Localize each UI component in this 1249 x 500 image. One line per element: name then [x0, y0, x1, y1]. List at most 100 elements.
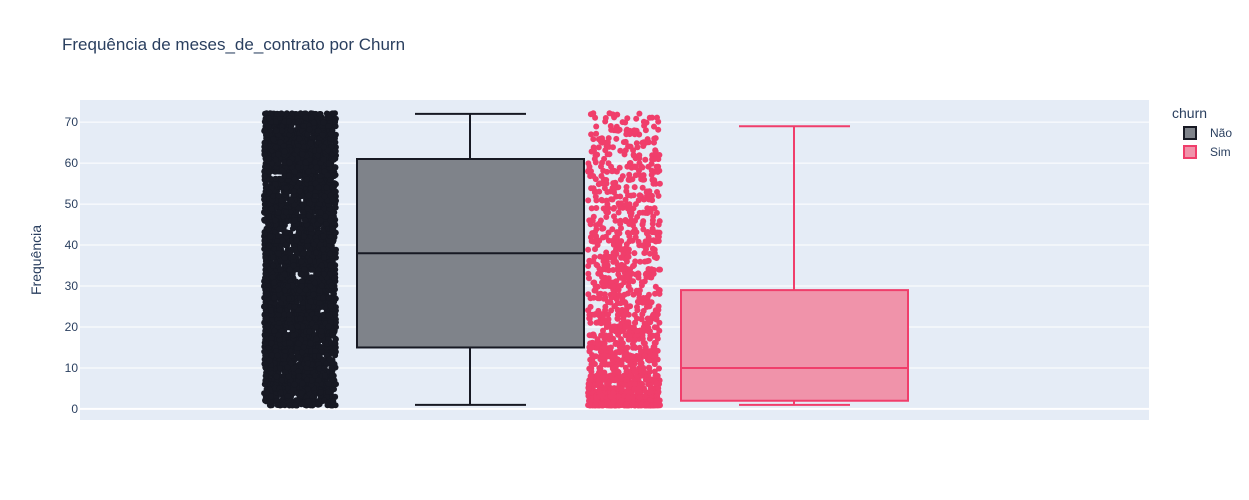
data-point [632, 258, 639, 265]
data-point [328, 365, 335, 372]
data-point [261, 230, 268, 237]
data-point [585, 270, 592, 277]
data-point [280, 143, 287, 149]
data-point [275, 192, 282, 199]
data-point [270, 136, 277, 143]
data-point [636, 192, 643, 199]
data-point [268, 393, 274, 400]
data-point [276, 291, 283, 298]
data-point [288, 352, 295, 359]
data-point [287, 127, 294, 134]
y-tick-label: 60 [65, 156, 79, 170]
data-point [271, 327, 278, 334]
data-point [282, 353, 288, 360]
data-point [304, 242, 311, 249]
data-point [307, 340, 314, 347]
data-point [271, 384, 278, 391]
data-point [320, 119, 327, 126]
data-point [312, 193, 319, 199]
data-point [278, 110, 285, 117]
data-point [304, 360, 311, 367]
data-point [324, 312, 331, 319]
data-point [642, 156, 649, 163]
data-point [266, 189, 273, 196]
data-point [273, 127, 280, 134]
data-point [307, 283, 314, 290]
data-point [266, 169, 273, 175]
data-point [261, 126, 268, 133]
data-point [300, 143, 307, 150]
data-point [274, 402, 281, 408]
data-point [306, 126, 313, 133]
data-point [656, 327, 663, 334]
data-point [300, 123, 307, 129]
data-point [651, 324, 658, 331]
data-point [637, 258, 644, 265]
data-point [283, 229, 290, 236]
data-point [586, 315, 593, 322]
data-point [592, 159, 599, 166]
data-point [278, 377, 285, 384]
data-point [631, 131, 638, 138]
data-point [632, 172, 639, 179]
data-point [302, 217, 309, 224]
data-point [268, 205, 275, 212]
data-point [262, 397, 269, 404]
data-point [291, 381, 298, 388]
data-point [262, 365, 269, 372]
data-point [291, 176, 298, 183]
data-point [330, 398, 337, 405]
data-point [275, 286, 282, 293]
data-point [295, 118, 302, 125]
data-point [278, 328, 285, 334]
data-point [289, 110, 295, 117]
data-point [270, 262, 277, 269]
data-point [323, 360, 330, 367]
data-point [284, 393, 291, 399]
data-point [275, 250, 282, 257]
data-point [296, 172, 303, 179]
data-point [296, 135, 303, 142]
data-point [312, 315, 319, 322]
data-point [284, 283, 291, 290]
data-point [590, 136, 597, 143]
data-point [265, 221, 272, 228]
data-point [304, 376, 310, 383]
data-point [326, 238, 333, 244]
data-point [320, 156, 327, 163]
data-point [310, 119, 317, 126]
data-point [261, 348, 268, 355]
data-point [293, 237, 300, 244]
data-point [268, 335, 275, 342]
data-point [281, 311, 288, 318]
data-point [286, 172, 292, 179]
data-point [305, 303, 312, 310]
data-point [283, 209, 290, 216]
data-point [312, 324, 319, 331]
data-point [592, 152, 599, 159]
data-point [327, 177, 334, 184]
data-point [272, 175, 279, 182]
data-point [332, 393, 339, 400]
data-point [617, 176, 624, 183]
data-point [313, 249, 320, 256]
data-point [276, 226, 283, 232]
data-point [603, 214, 610, 220]
data-point [317, 173, 324, 179]
data-point [261, 303, 268, 310]
data-point [274, 352, 281, 359]
data-point [296, 179, 303, 186]
data-point [267, 369, 274, 376]
y-tick-label: 30 [65, 279, 79, 293]
data-point [329, 184, 336, 191]
data-point [267, 398, 274, 405]
data-point [310, 291, 317, 298]
data-point [286, 249, 293, 256]
data-point [316, 111, 323, 118]
y-tick-label: 40 [65, 238, 79, 252]
data-point [289, 271, 296, 278]
data-point [315, 184, 322, 191]
data-point [325, 323, 332, 330]
data-point [304, 386, 311, 393]
data-point [265, 345, 272, 351]
